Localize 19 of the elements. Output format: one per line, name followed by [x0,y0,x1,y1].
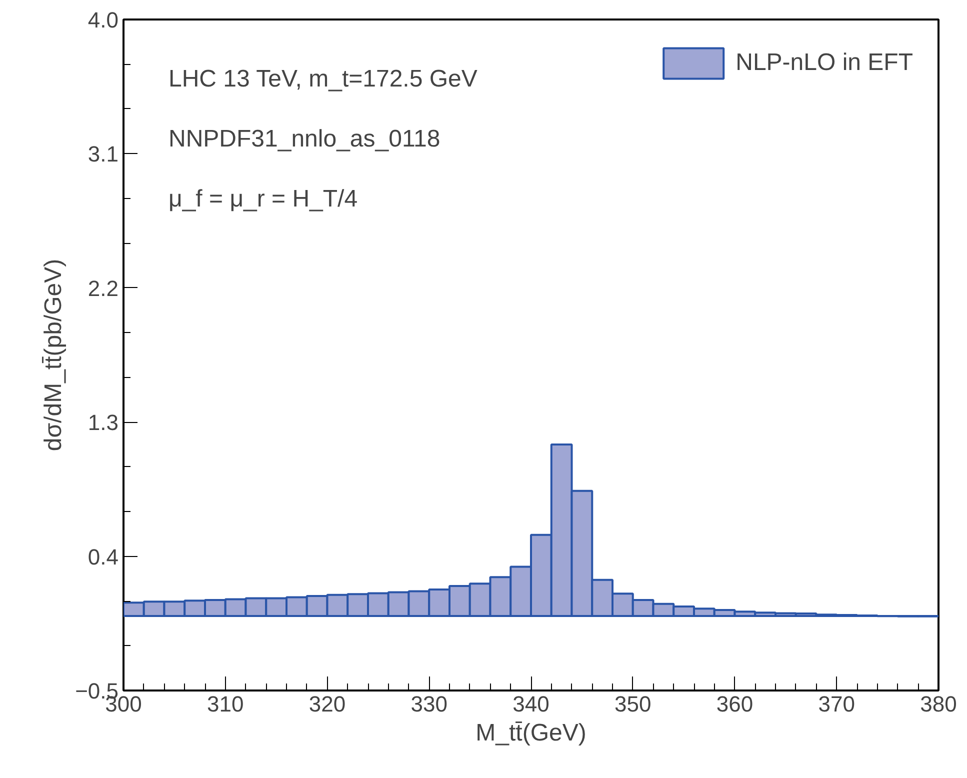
x-tick-label: 360 [716,692,754,716]
y-tick-label: 0.4 [88,544,119,570]
x-axis-title: M_tt̄(GeV) [476,720,586,746]
x-tick-label: 330 [410,692,448,716]
x-tick-label: 350 [614,692,652,716]
y-tick-label: 4.0 [88,8,119,32]
x-tick-label: 380 [920,692,957,716]
y-tick-label: 1.3 [88,410,119,436]
x-tick-label: 320 [308,692,346,716]
y-axis-title: dσ/dM_tt̄(pb/GeV) [40,258,68,452]
annotation: μ_f = μ_r = H_T/4 [168,186,358,212]
legend-label: NLP-nLO in EFT [736,49,913,77]
x-tick-label: 370 [818,692,855,716]
x-tick-label: 310 [207,692,244,716]
annotation: NNPDF31_nnlo_as_0118 [168,126,440,152]
y-tick-label: 3.1 [88,142,119,167]
x-tick-label: 340 [512,692,550,716]
annotation: LHC 13 TeV, m_t=172.5 GeV [168,66,478,92]
y-tick-label: 2.2 [88,276,119,301]
